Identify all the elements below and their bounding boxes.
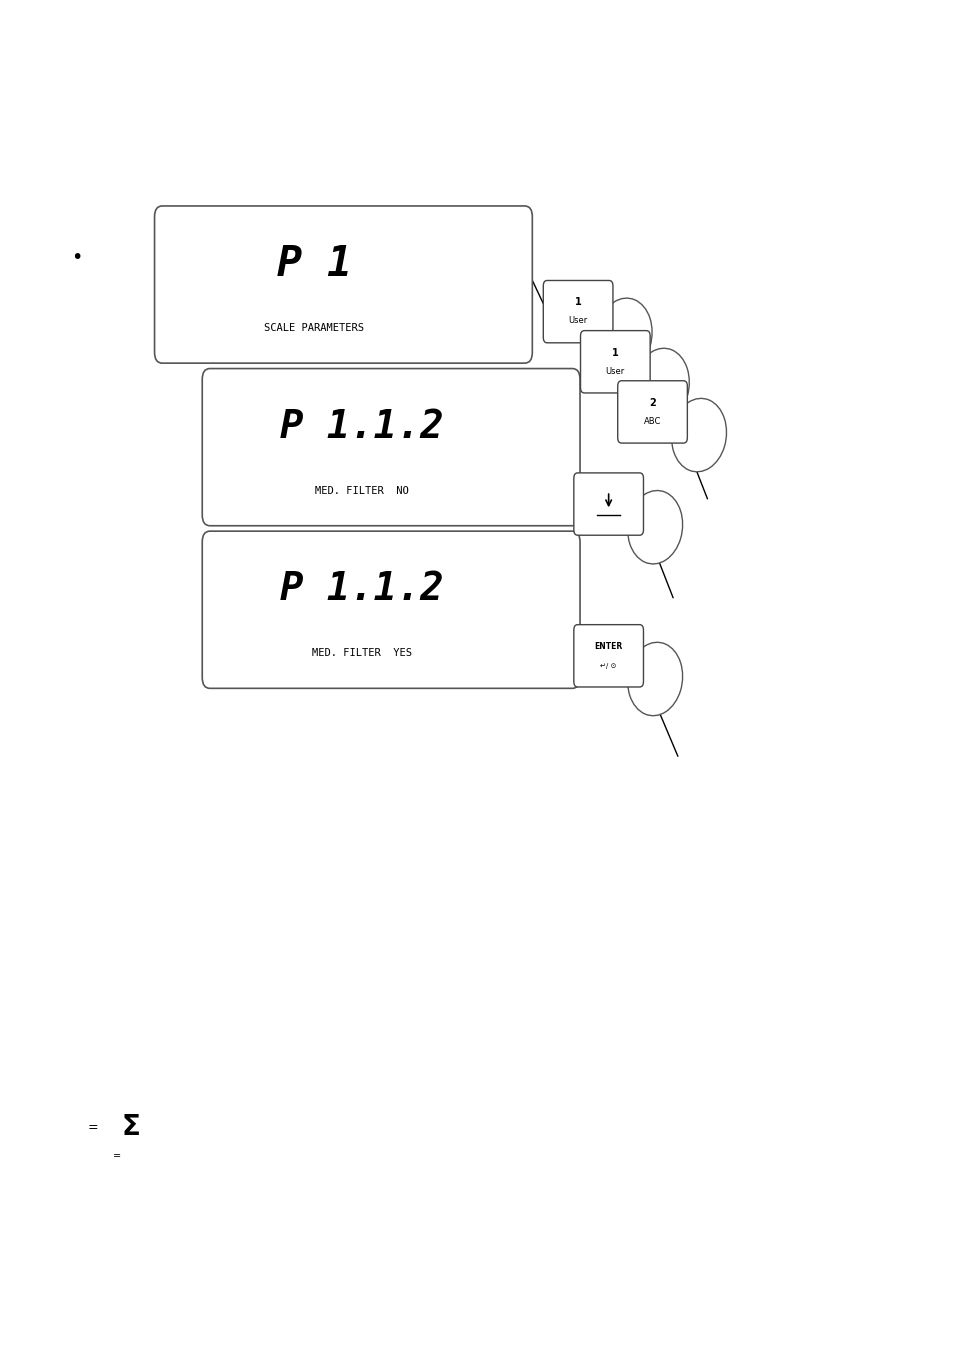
FancyBboxPatch shape (574, 625, 643, 687)
Text: ABC: ABC (643, 417, 660, 425)
Text: 1: 1 (574, 297, 581, 308)
Text: P 1.1.2: P 1.1.2 (280, 408, 443, 446)
Text: Σ: Σ (121, 1114, 140, 1141)
Text: User: User (568, 317, 587, 325)
Ellipse shape (627, 491, 682, 564)
Text: 1: 1 (611, 347, 618, 358)
Text: ↵/ ⊙: ↵/ ⊙ (599, 663, 617, 669)
FancyBboxPatch shape (574, 473, 643, 535)
FancyBboxPatch shape (202, 369, 579, 526)
Text: MED. FILTER  NO: MED. FILTER NO (314, 485, 409, 496)
Text: =: = (113, 1150, 121, 1161)
Text: ENTER: ENTER (594, 642, 622, 650)
Text: SCALE PARAMETERS: SCALE PARAMETERS (264, 322, 364, 333)
Text: P 1: P 1 (276, 244, 352, 285)
Ellipse shape (597, 298, 652, 371)
FancyBboxPatch shape (202, 531, 579, 688)
FancyBboxPatch shape (618, 381, 687, 443)
Ellipse shape (634, 348, 689, 421)
Text: MED. FILTER  YES: MED. FILTER YES (312, 648, 412, 659)
Text: P 1.1.2: P 1.1.2 (280, 570, 443, 608)
FancyBboxPatch shape (154, 206, 532, 363)
Text: •: • (71, 248, 82, 267)
Ellipse shape (627, 642, 682, 715)
FancyBboxPatch shape (579, 331, 650, 393)
Text: =: = (87, 1121, 98, 1134)
Text: User: User (605, 367, 624, 375)
Text: 2: 2 (648, 397, 656, 408)
Ellipse shape (671, 398, 726, 472)
FancyBboxPatch shape (543, 280, 613, 343)
